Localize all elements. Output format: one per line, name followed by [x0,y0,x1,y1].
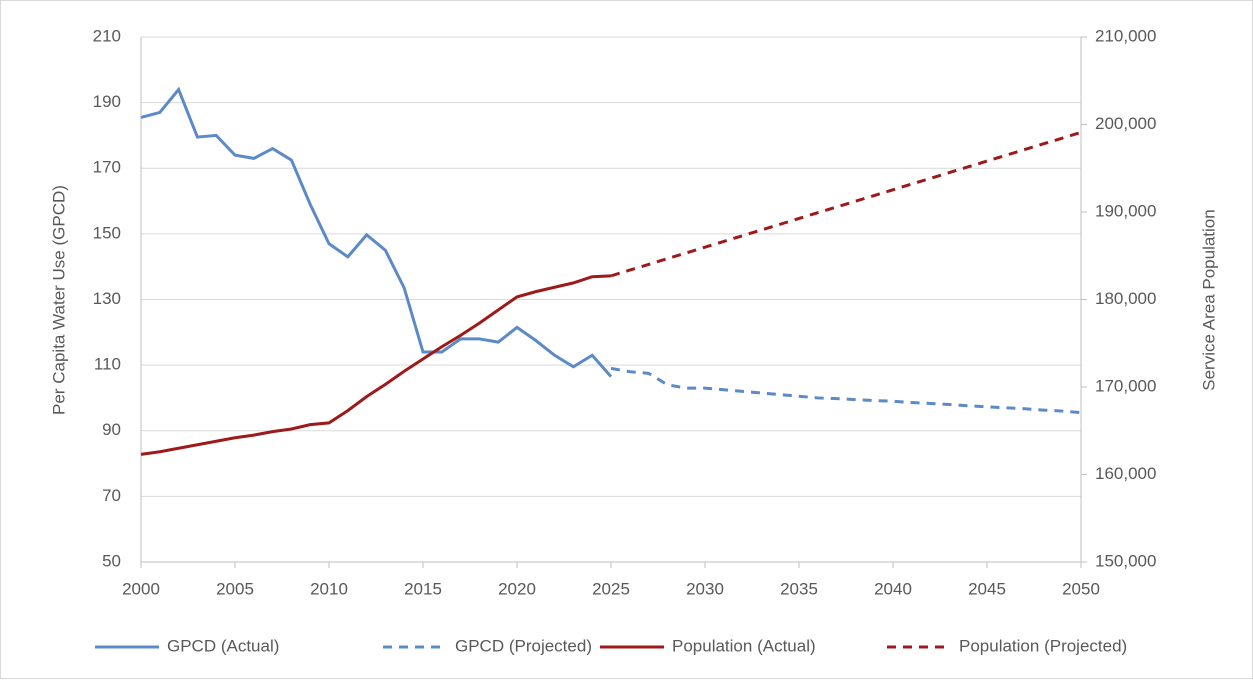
x-tick-label: 2000 [122,579,160,598]
y-tick-label: 90 [102,420,121,439]
y2-tick-label: 210,000 [1095,26,1156,45]
x-tick-label: 2010 [310,579,348,598]
x-tick-label: 2020 [498,579,536,598]
x-tick-label: 2025 [592,579,630,598]
x-tick-label: 2050 [1062,579,1100,598]
series-line [140,274,612,456]
series-line [610,366,1082,415]
y-axis-label: Per Capita Water Use (GPCD) [49,185,68,415]
legend-label: GPCD (Projected) [455,636,592,655]
y-tick-label: 110 [94,355,121,374]
series-line [140,86,613,378]
y2-axis-label: Service Area Population [1199,209,1218,390]
y-tick-label: 70 [102,486,121,505]
y-tick-label: 190 [93,92,121,111]
y-tick-label: 150 [93,223,121,242]
legend-label: Population (Projected) [959,636,1127,655]
x-tick-label: 2015 [404,579,442,598]
y2-tick-label: 180,000 [1095,289,1156,308]
y2-tick-label: 160,000 [1095,464,1156,483]
y-tick-label: 210 [93,26,121,45]
y2-tick-label: 200,000 [1095,114,1156,133]
x-tick-label: 2040 [874,579,912,598]
x-tick-label: 2035 [780,579,818,598]
legend-label: GPCD (Actual) [167,636,279,655]
y2-tick-label: 190,000 [1095,201,1156,220]
legend-label: Population (Actual) [672,636,816,655]
y2-tick-label: 170,000 [1095,376,1156,395]
x-tick-label: 2030 [686,579,724,598]
x-tick-label: 2045 [968,579,1006,598]
y-tick-label: 170 [93,158,121,177]
y-tick-label: 130 [93,289,121,308]
x-tick-label: 2005 [216,579,254,598]
y2-tick-label: 150,000 [1095,551,1156,570]
series-line [610,130,1082,278]
y-tick-label: 50 [102,551,121,570]
